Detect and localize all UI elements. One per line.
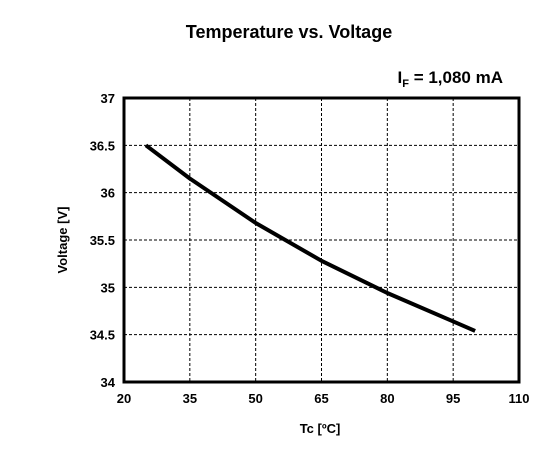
plot-frame xyxy=(122,96,521,384)
series-layer xyxy=(144,143,476,333)
y-tick-label: 37 xyxy=(101,91,115,106)
annotation-value: = 1,080 mA xyxy=(409,68,503,87)
x-tick-label: 20 xyxy=(117,391,131,406)
x-axis-label: Tc [ºC] xyxy=(300,421,341,436)
x-tick-label: 35 xyxy=(183,391,197,406)
y-axis-ticks: 34 34.5 35 35.5 36 36.5 37 xyxy=(90,91,116,390)
y-tick-label: 35.5 xyxy=(90,233,115,248)
annotation-subscript: F xyxy=(402,78,409,90)
x-tick-label: 50 xyxy=(248,391,262,406)
x-axis-ticks: 20 35 50 65 80 95 110 xyxy=(117,391,530,406)
x-tick-label: 65 xyxy=(314,391,328,406)
chart-title: Temperature vs. Voltage xyxy=(186,22,392,42)
y-tick-label: 34 xyxy=(101,375,116,390)
annotation-main: I xyxy=(398,68,403,87)
x-tick-label: 80 xyxy=(380,391,394,406)
current-annotation: IF = 1,080 mA xyxy=(398,68,504,90)
y-tick-label: 34.5 xyxy=(90,328,115,343)
y-tick-label: 36 xyxy=(101,186,115,201)
y-tick-label: 35 xyxy=(101,280,115,295)
plot-frame-rect xyxy=(122,96,521,384)
y-axis-label: Voltage [V] xyxy=(55,207,70,274)
grid-lines xyxy=(124,98,519,382)
y-tick-label: 36.5 xyxy=(90,138,115,153)
series-line-0 xyxy=(144,143,476,333)
x-tick-label: 110 xyxy=(509,391,530,406)
x-tick-label: 95 xyxy=(446,391,460,406)
